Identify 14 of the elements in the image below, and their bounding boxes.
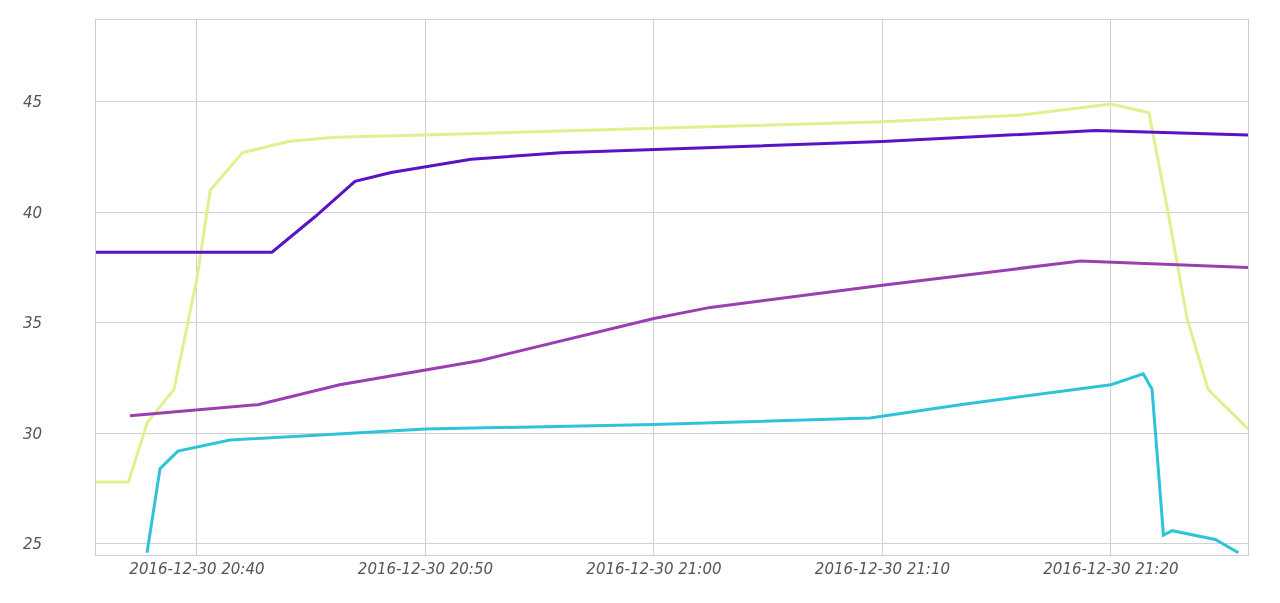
- y-tick-label: 25: [22, 535, 42, 554]
- line-series: [128, 259, 1248, 418]
- y-tick-label: 30: [22, 424, 42, 443]
- x-tick-label: 2016-12-30 20:40: [129, 560, 265, 578]
- x-tick-label: 2016-12-30 21:20: [1043, 560, 1179, 578]
- line-series: [96, 102, 1248, 484]
- line-series: [145, 372, 1240, 555]
- y-tick-label: 45: [22, 93, 42, 112]
- x-tick-label: 2016-12-30 21:10: [814, 560, 950, 578]
- line-series: [96, 129, 1248, 254]
- x-tick-label: 2016-12-30 20:50: [357, 560, 493, 578]
- y-tick-label: 40: [22, 203, 42, 222]
- x-tick-label: 2016-12-30 21:00: [586, 560, 722, 578]
- y-tick-label: 35: [22, 314, 42, 333]
